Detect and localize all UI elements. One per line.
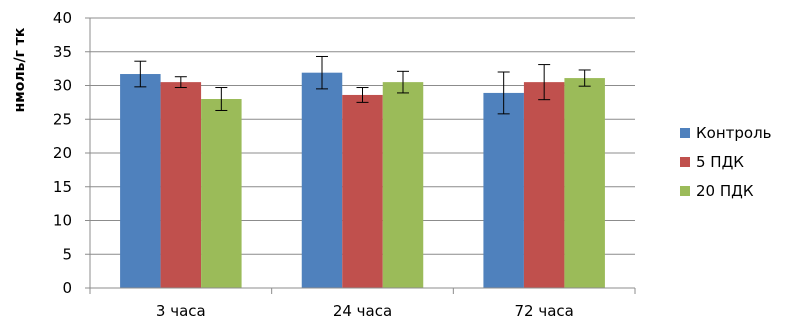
y-tick-label: 40 bbox=[53, 9, 72, 27]
legend: Контроль 5 ПДК 20 ПДК bbox=[680, 124, 772, 200]
error-bars bbox=[134, 55, 591, 115]
x-tick-label: 3 часа bbox=[156, 302, 206, 320]
bar-1-1 bbox=[120, 74, 161, 289]
bar-1-3 bbox=[483, 92, 524, 288]
legend-label: 20 ПДК bbox=[696, 182, 754, 200]
legend-swatch bbox=[680, 186, 690, 196]
y-tick-label: 0 bbox=[62, 279, 72, 297]
bar-3-3 bbox=[564, 78, 605, 288]
y-tick-label: 10 bbox=[53, 212, 72, 230]
bar-2-3 bbox=[523, 82, 565, 288]
y-axis-ticks: 0 5 10 15 20 25 30 35 40 bbox=[53, 9, 90, 297]
bar-2-1 bbox=[160, 82, 202, 288]
y-tick-label: 25 bbox=[53, 110, 72, 128]
bar-2-2 bbox=[342, 94, 383, 288]
y-axis-label: нмоль/г тк bbox=[12, 27, 28, 112]
y-tick-label: 20 bbox=[53, 144, 72, 162]
y-tick-label: 15 bbox=[53, 178, 72, 196]
legend-swatch bbox=[680, 157, 690, 167]
x-tick-label: 24 часа bbox=[333, 302, 392, 320]
y-tick-label: 35 bbox=[53, 43, 72, 61]
axes bbox=[89, 18, 635, 289]
bar-1-2 bbox=[301, 72, 343, 288]
x-tick-label: 72 часа bbox=[514, 302, 573, 320]
y-tick-label: 30 bbox=[53, 77, 72, 95]
x-axis-ticks: 3 часа 24 часа 72 часа bbox=[89, 288, 636, 320]
legend-swatch bbox=[680, 128, 690, 138]
bars bbox=[120, 72, 605, 289]
legend-label: Контроль bbox=[696, 124, 772, 142]
legend-label: 5 ПДК bbox=[696, 153, 744, 171]
y-tick-label: 5 bbox=[62, 245, 72, 263]
bar-3-2 bbox=[382, 82, 424, 288]
bar-3-1 bbox=[201, 99, 242, 288]
